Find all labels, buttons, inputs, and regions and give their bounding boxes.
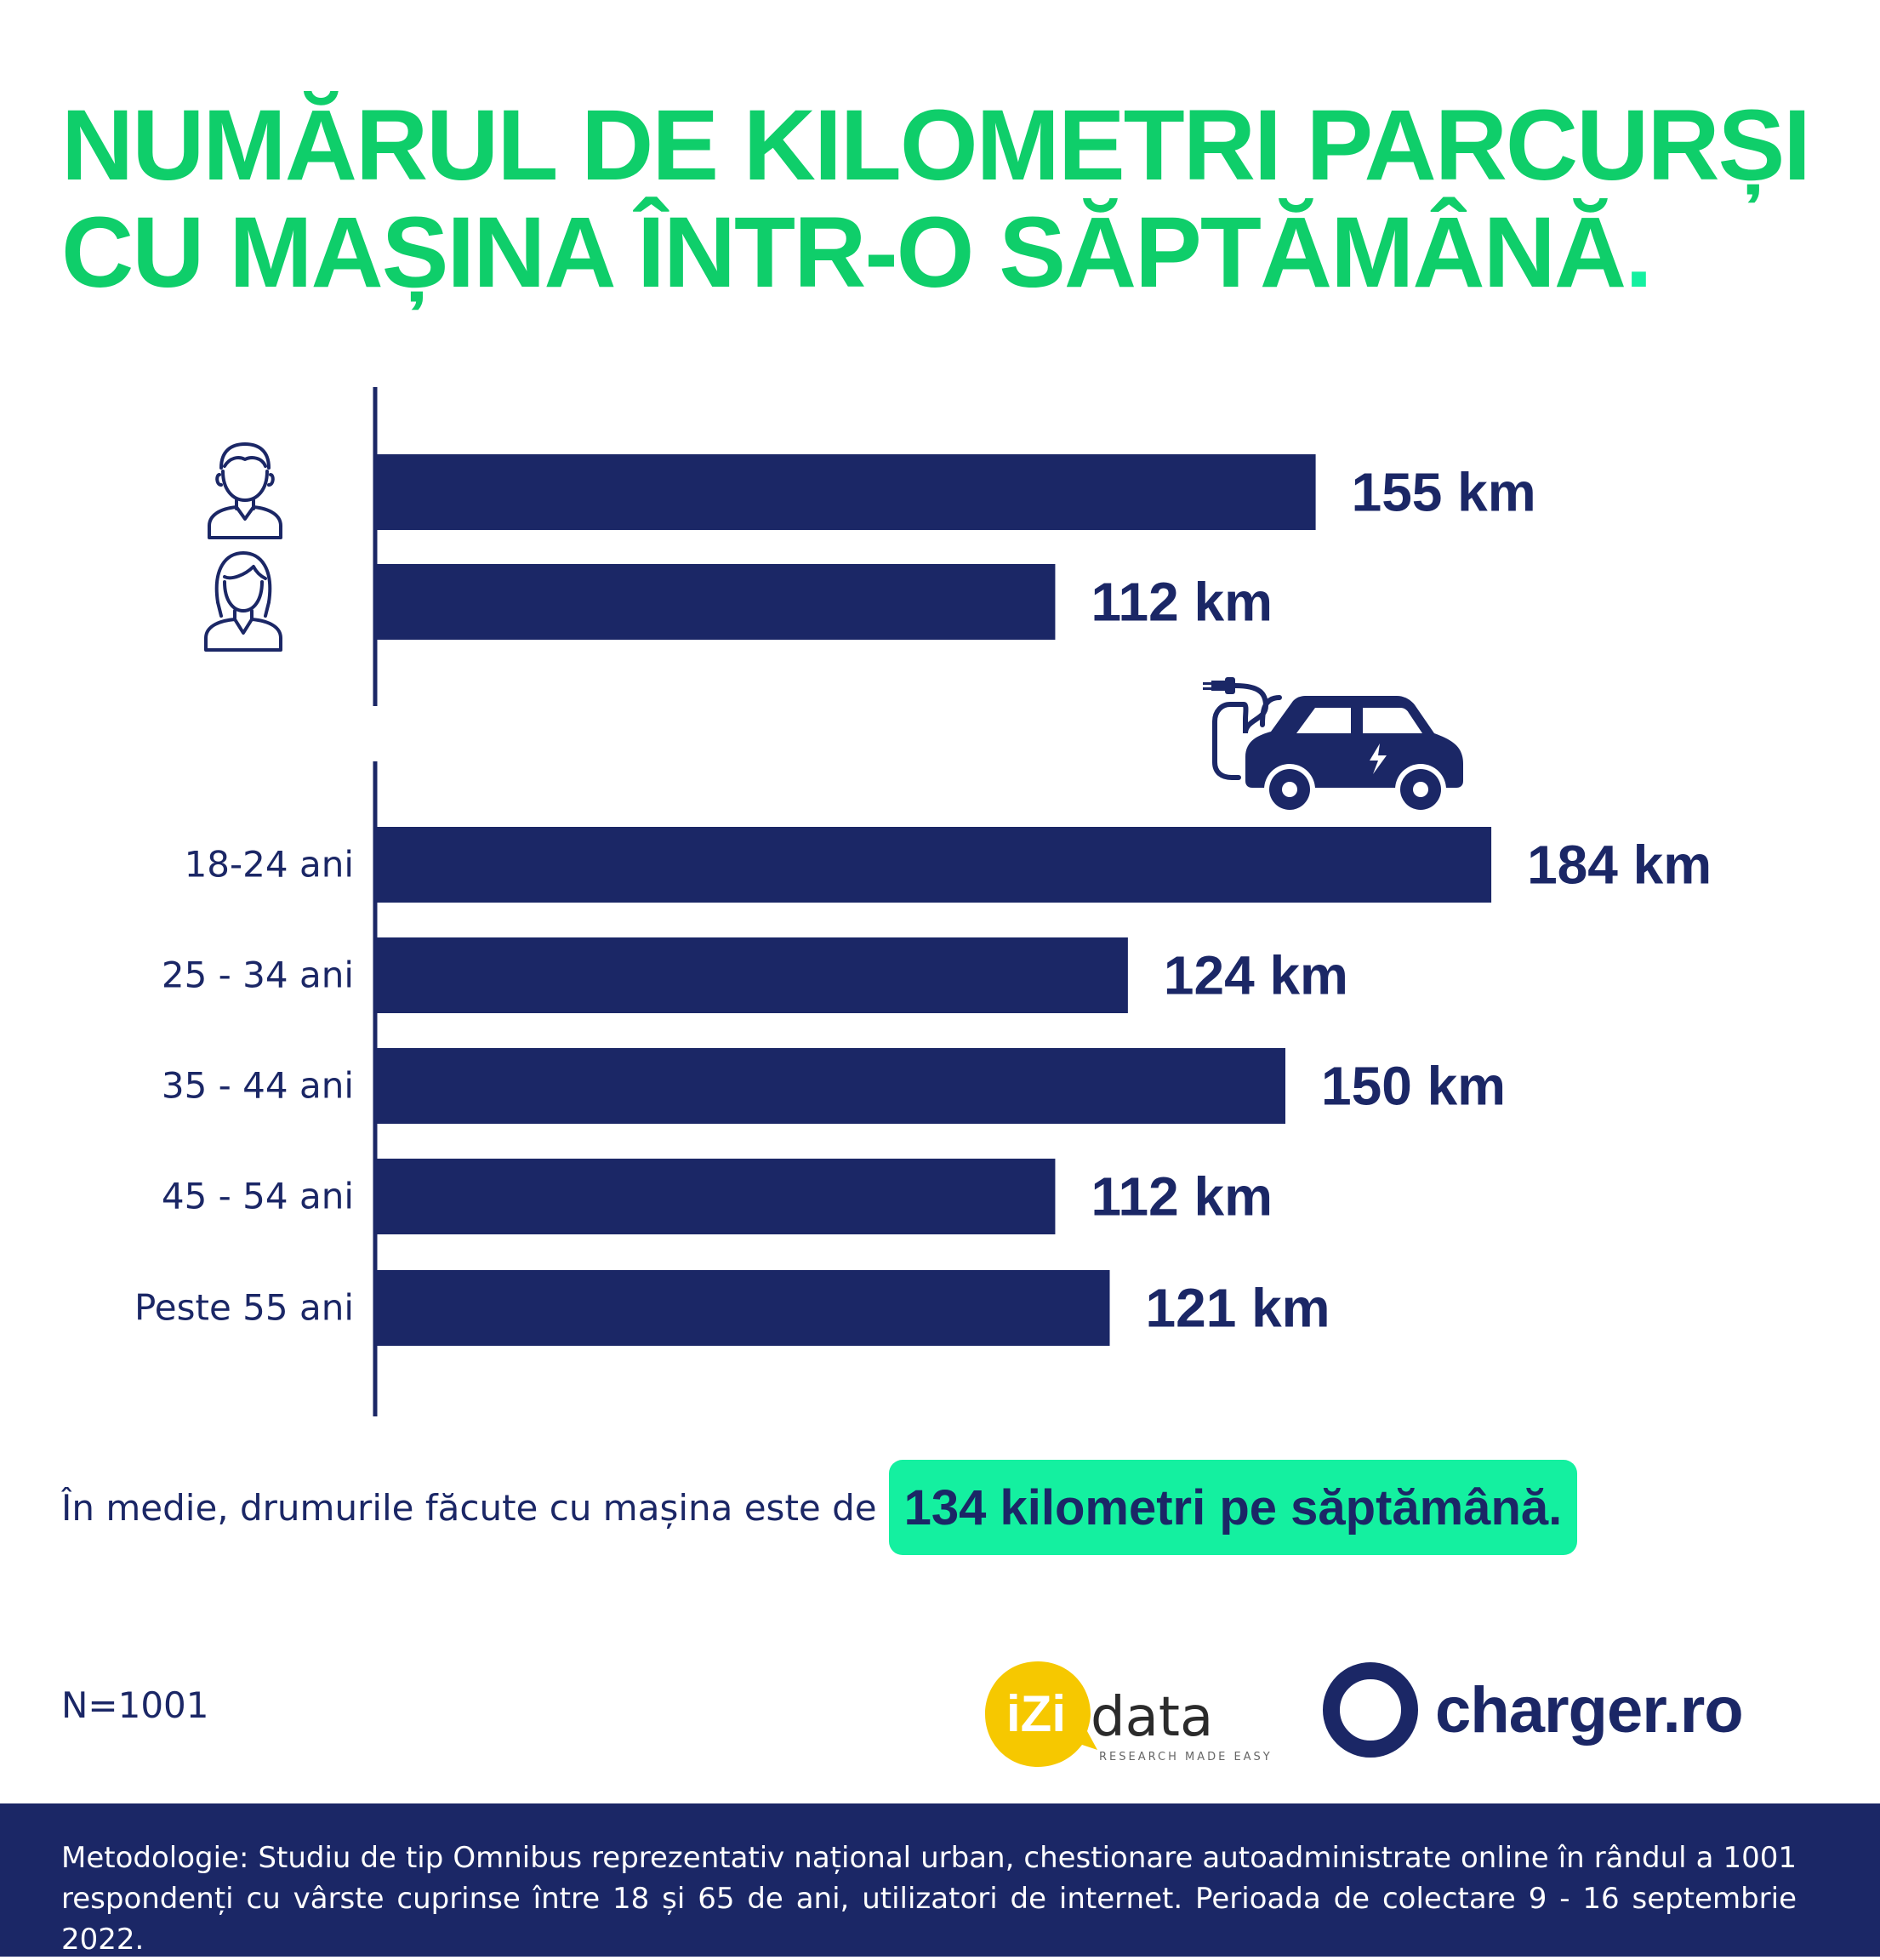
summary-text: În medie, drumurile făcute cu mașina est… (61, 1486, 877, 1529)
age-category-label-3: 35 - 44 ani (162, 1065, 354, 1107)
footer: Metodologie: Studiu de tip Omnibus repre… (0, 1803, 1880, 1957)
age-bar-2 (377, 937, 1128, 1013)
izi-word: data (1091, 1686, 1213, 1749)
izi-tagline: RESEARCH MADE EASY (1099, 1751, 1273, 1763)
izi-bubble (985, 1661, 1097, 1767)
summary-highlight: 134 kilometri pe săptămână. (888, 1460, 1578, 1555)
gender-bar-1 (377, 454, 1316, 530)
bar-chart: 155 km 112 km 184 km 18-24 ani 124 km 25 - 3… (134, 387, 1712, 1416)
age-bar-3 (377, 1048, 1285, 1124)
age-bars: 184 km 18-24 ani 124 km 25 - 34 ani 150 km 35… (134, 827, 1712, 1346)
age-category-label-5: Peste 55 ani (134, 1287, 354, 1329)
age-bar-5 (377, 1270, 1110, 1346)
page-title: NUMĂRUL DE KILOMETRI PARCURȘI CU MAȘINA … (61, 92, 1848, 306)
age-bar-1 (377, 827, 1492, 903)
charger-logo: charger.ro (1323, 1662, 1744, 1758)
woman-icon (204, 551, 282, 652)
age-category-label-4: 45 - 54 ani (162, 1176, 354, 1217)
izi-data-logo: iZi data RESEARCH MADE EASY (985, 1661, 1273, 1767)
title-line-1: NUMĂRUL DE KILOMETRI PARCURȘI (61, 89, 1811, 202)
charger-word: charger.ro (1435, 1674, 1743, 1746)
age-bar-4 (377, 1159, 1056, 1234)
age-value-label-3: 150 km (1321, 1056, 1506, 1117)
title-line-2: CU MAȘINA ÎNTR-O SĂPTĂMÂNĂ. (61, 199, 1848, 306)
age-value-label-2: 124 km (1164, 945, 1348, 1006)
gender-value-label-2: 112 km (1091, 572, 1273, 633)
gender-bar-2 (377, 564, 1056, 640)
methodology-text: Metodologie: Studiu de tip Omnibus repre… (61, 1841, 1797, 1957)
age-value-label-1: 184 km (1527, 835, 1712, 896)
age-category-label-2: 25 - 34 ani (162, 954, 354, 996)
gender-bars: 155 km 112 km (377, 454, 1536, 640)
summary: În medie, drumurile făcute cu mașina est… (61, 1460, 1578, 1555)
electric-car-icon (1203, 677, 1463, 815)
title-line-2-text: CU MAȘINA ÎNTR-O SĂPTĂMÂNĂ (61, 197, 1626, 309)
sample-size: N=1001 (61, 1684, 209, 1726)
izi-mark: iZi (1006, 1685, 1066, 1742)
charger-ring-icon (1323, 1662, 1418, 1758)
man-icon (208, 442, 282, 539)
age-value-label-5: 121 km (1146, 1278, 1330, 1339)
age-value-label-4: 112 km (1091, 1166, 1273, 1228)
gender-value-label-1: 155 km (1352, 462, 1536, 523)
title-dot: . (1625, 197, 1653, 309)
age-category-label-1: 18-24 ani (185, 844, 354, 886)
